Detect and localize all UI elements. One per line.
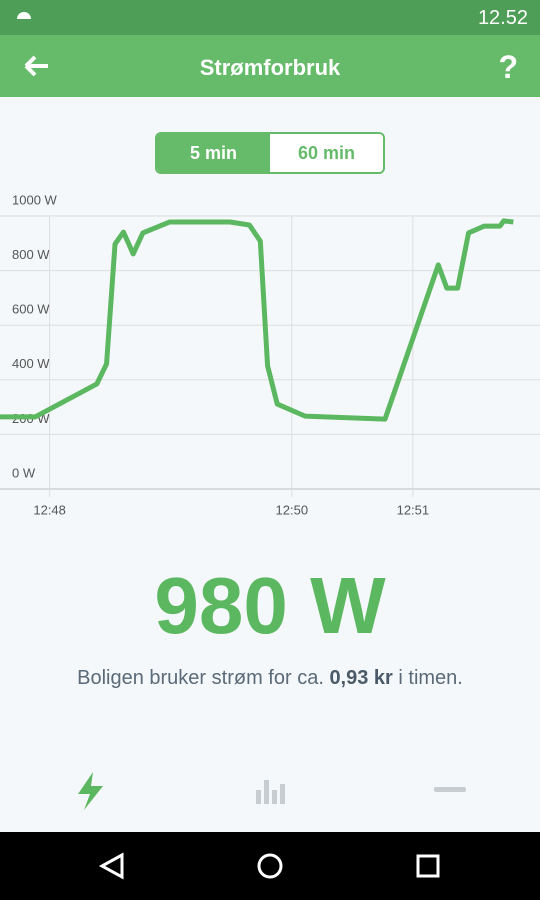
y-tick-label: 600 W <box>12 302 50 317</box>
cost: 0,93 kr <box>329 667 393 689</box>
interval-toggle: 5 min 60 min <box>155 132 385 174</box>
toggle-option[interactable]: 60 min <box>270 134 383 172</box>
x-tick-label: 12:48 <box>33 502 66 517</box>
status-bar: 12.52 <box>0 0 540 35</box>
recent-nav[interactable] <box>416 854 440 878</box>
y-tick-label: 800 W <box>12 247 50 262</box>
current-power: 980 W <box>154 561 386 650</box>
more-tab[interactable] <box>434 787 466 792</box>
page-title: Strømforbruk <box>199 55 341 80</box>
back-button[interactable] <box>22 51 52 81</box>
x-tick-label: 12:50 <box>276 502 309 517</box>
y-tick-label: 400 W <box>12 356 50 371</box>
android-icon <box>17 12 31 26</box>
y-tick-label: 0 W <box>12 465 36 480</box>
app-header: Strømforbruk ? <box>0 35 540 97</box>
cost-sentence: Boligen bruker strøm for ca. 0,93 kr i t… <box>0 667 540 690</box>
help-button[interactable]: ? <box>498 49 518 85</box>
power-tab[interactable] <box>78 772 103 810</box>
nav-bar <box>0 832 540 900</box>
home-nav[interactable] <box>257 853 283 879</box>
toggle-option[interactable]: 5 min <box>157 134 270 172</box>
back-nav[interactable] <box>98 852 124 880</box>
stats-tab[interactable] <box>256 780 285 804</box>
sentence-text: Boligen bruker strøm for ca. <box>77 667 330 689</box>
x-tick-label: 12:51 <box>397 502 430 517</box>
tab-bar <box>78 772 466 810</box>
power-line <box>0 218 514 422</box>
clock: 12.52 <box>477 7 528 29</box>
y-tick-label: 1000 W <box>12 192 58 207</box>
sentence-text: i timen. <box>392 667 463 689</box>
